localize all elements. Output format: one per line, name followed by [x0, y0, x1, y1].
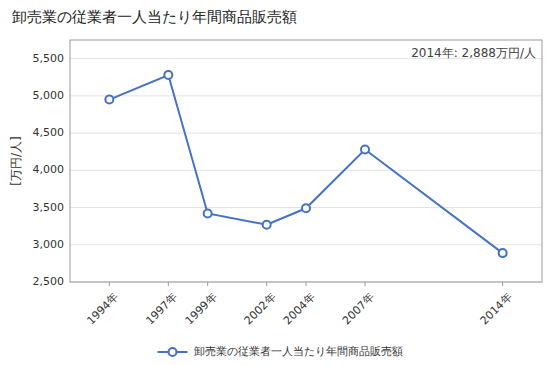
y-tick-label: 5,500: [33, 52, 65, 65]
x-tick-label: 2002年: [242, 291, 279, 328]
title: 卸売業の従業者一人当たり年間商品販売額: [12, 8, 297, 26]
series-marker: [263, 221, 271, 229]
series-marker: [499, 249, 507, 257]
x-tick-label: 2004年: [281, 291, 318, 328]
x-tick: [306, 282, 307, 286]
legend-label: 卸売業の従業者一人当たり年間商品販売額: [194, 345, 403, 358]
x-tick: [168, 282, 169, 286]
chart-svg: 2,500 3,000 3,500 4,000 4,500 5,000 5,500 1994年…: [0, 0, 560, 366]
data-area: [105, 71, 506, 257]
x-tick: [365, 282, 366, 286]
y-tick-label: 5,000: [33, 89, 65, 102]
grid-line: [70, 95, 542, 96]
grid-line: [70, 133, 542, 134]
x-tick-label: 2014年: [478, 291, 515, 328]
y-axis-label: [万円/人]: [9, 136, 23, 185]
legend: 卸売業の従業者一人当たり年間商品販売額: [158, 345, 403, 358]
x-tick: [109, 282, 110, 286]
series-marker: [164, 71, 172, 79]
x-tick: [502, 282, 503, 286]
chart-container: 2,500 3,000 3,500 4,000 4,500 5,000 5,500 1994年…: [0, 0, 560, 366]
x-tick-label: 2007年: [340, 291, 377, 328]
x-tick: [266, 282, 267, 286]
series-line: [109, 75, 502, 253]
grid-line: [70, 170, 542, 171]
grid: [70, 59, 542, 282]
y-axis: 2,500 3,000 3,500 4,000 4,500 5,000 5,500: [33, 52, 65, 288]
y-tick-label: 2,500: [33, 275, 65, 288]
grid-line: [70, 244, 542, 245]
y-tick-label: 3,500: [33, 201, 65, 214]
plot-frame: [70, 40, 542, 282]
x-tick-label: 1994年: [84, 291, 121, 328]
legend-marker: [169, 348, 177, 356]
x-tick: [207, 282, 208, 286]
series-marker: [204, 209, 212, 217]
y-tick-label: 4,500: [33, 126, 65, 139]
series-marker: [105, 96, 113, 104]
annotation: 2014年: 2,888万円/人: [411, 46, 536, 60]
y-tick-label: 4,000: [33, 163, 65, 176]
y-tick-label: 3,000: [33, 238, 65, 251]
x-tick-label: 1999年: [183, 291, 220, 328]
series-marker: [302, 204, 310, 212]
x-tick-label: 1997年: [143, 291, 180, 328]
series-marker: [361, 145, 369, 153]
x-axis: 1994年 1997年1999年 2002年2004年 2007年 2014年: [84, 282, 514, 327]
